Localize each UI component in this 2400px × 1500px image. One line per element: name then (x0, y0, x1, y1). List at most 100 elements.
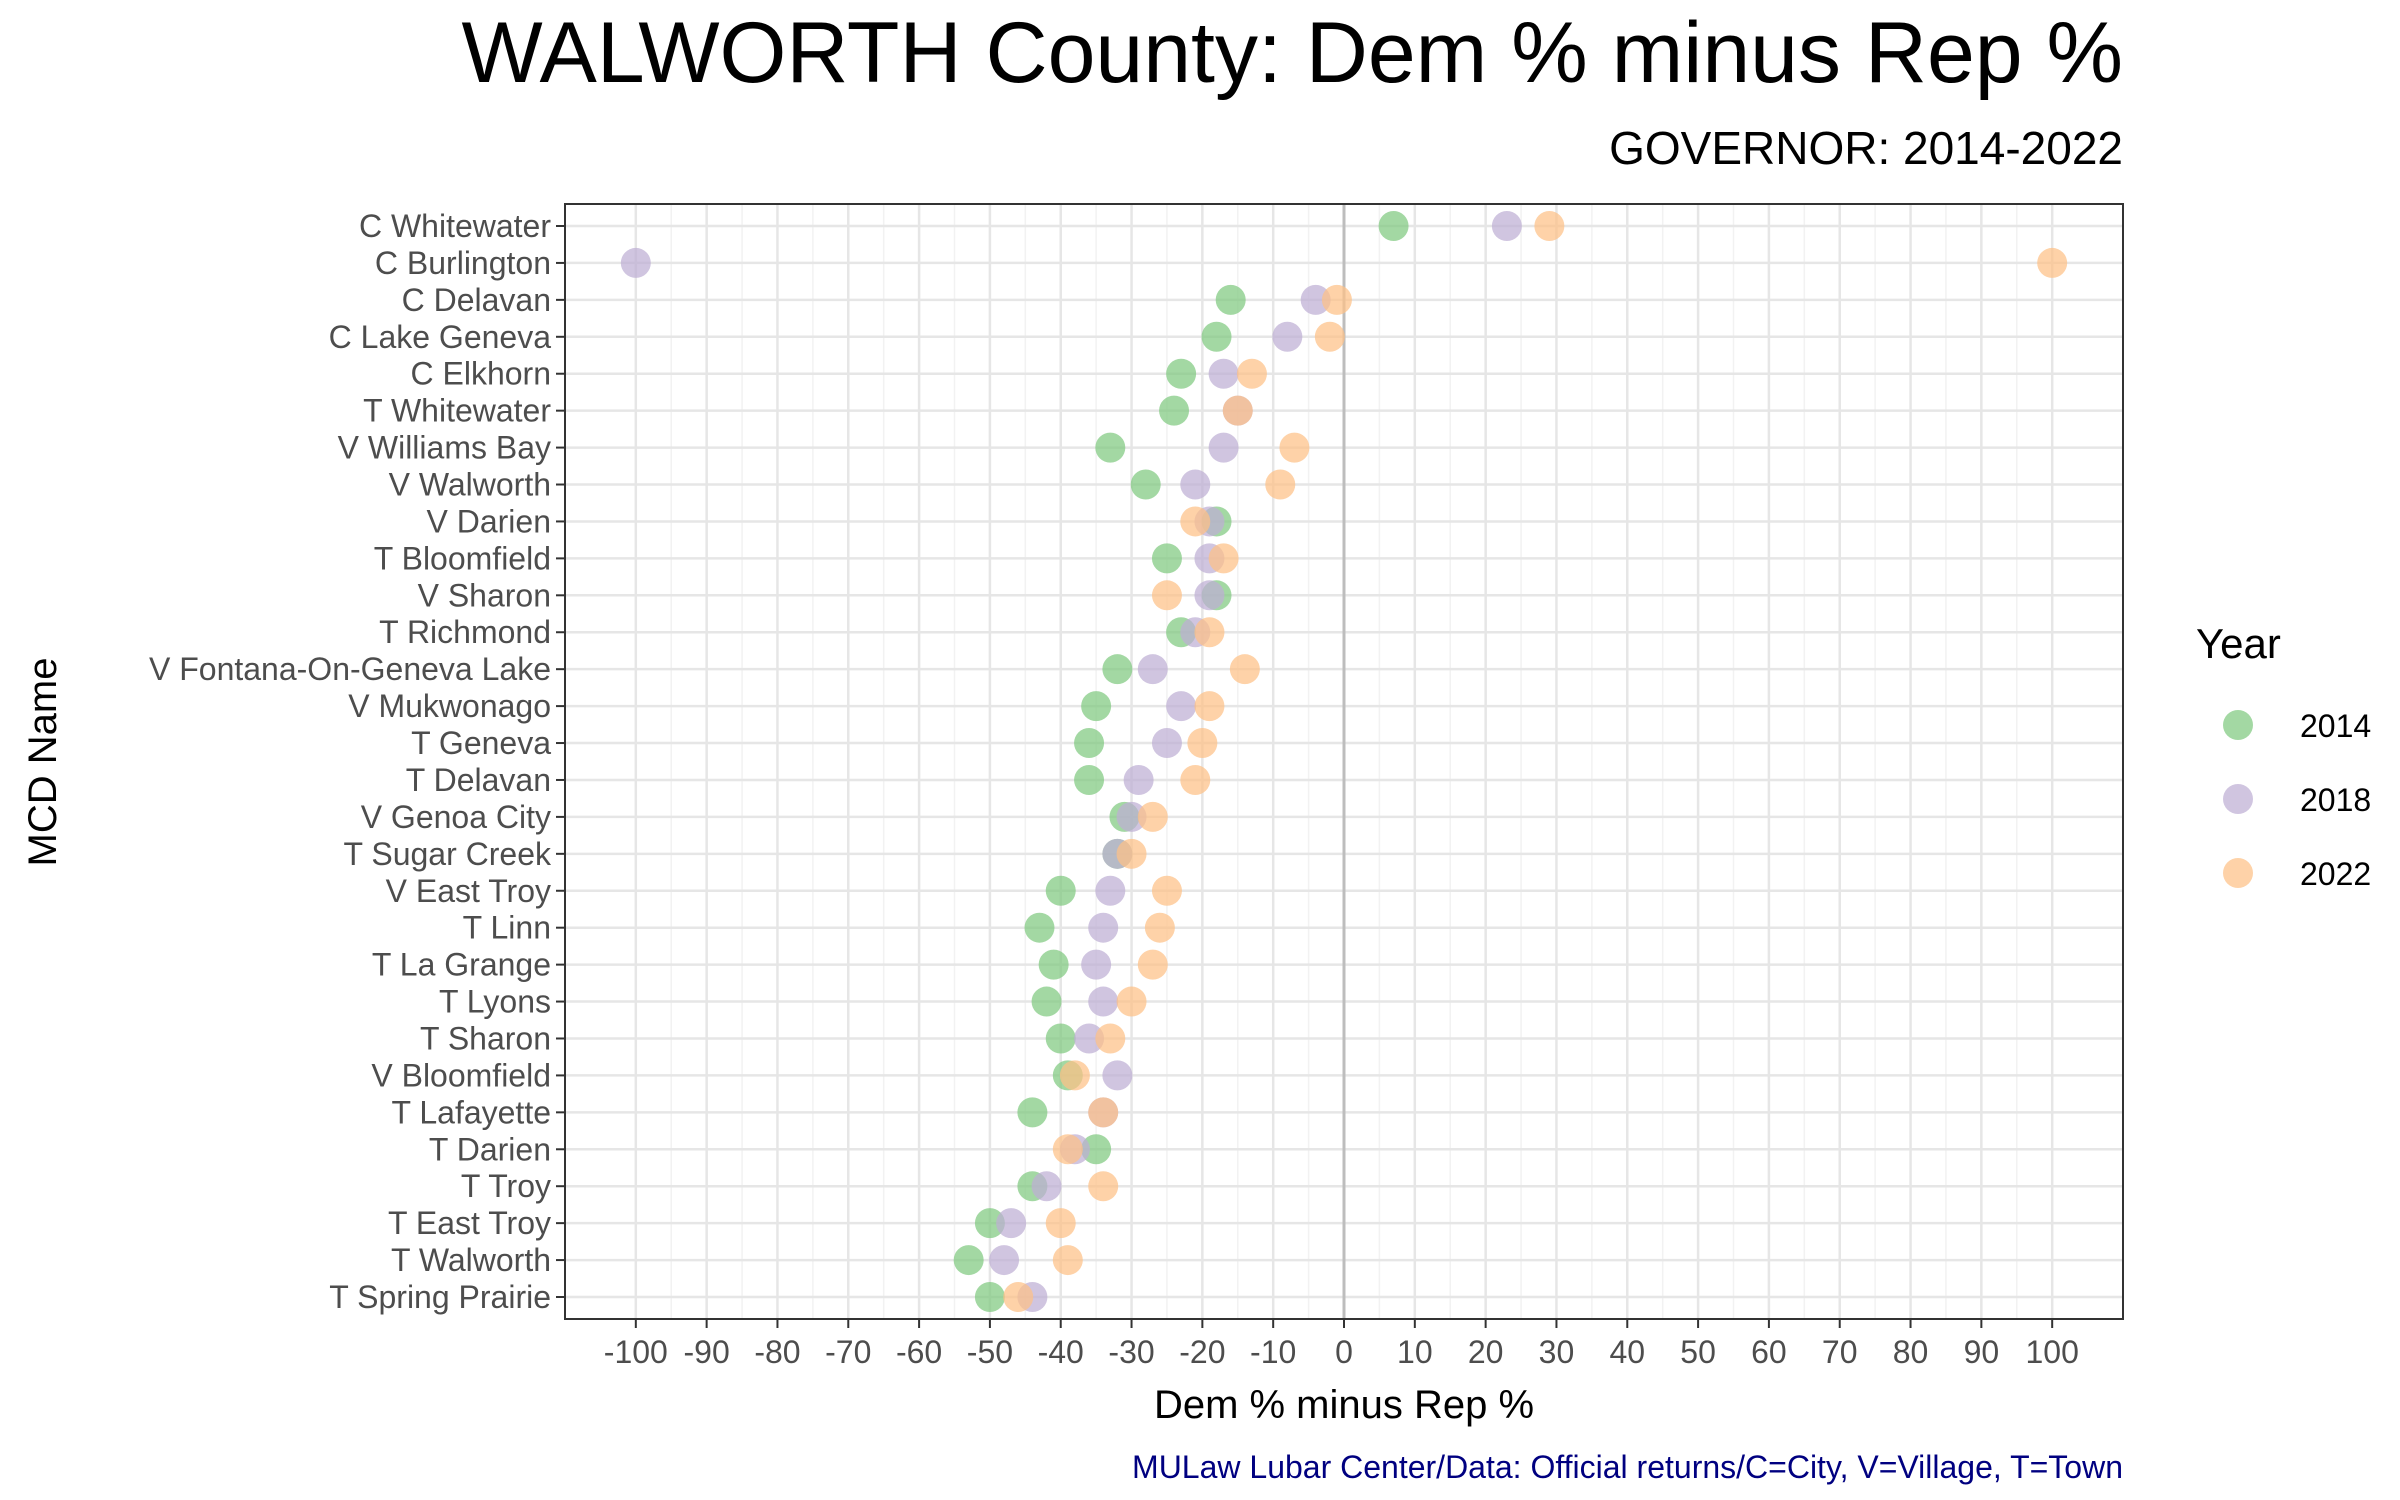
x-tick-label: 70 (1822, 1334, 1858, 1370)
data-point-2018 (1166, 691, 1197, 722)
data-point-2014 (1024, 912, 1055, 943)
data-point-2014 (1031, 986, 1062, 1017)
data-point-2014 (1081, 691, 1112, 722)
legend-key-2018 (2223, 784, 2253, 814)
data-point-2014 (1166, 358, 1197, 389)
data-point-2014 (953, 1245, 984, 1276)
data-point-2022 (1194, 617, 1225, 648)
data-point-2018 (1095, 875, 1126, 906)
x-tick-label: 40 (1609, 1334, 1645, 1370)
data-point-2022 (1180, 506, 1211, 537)
data-point-2022 (1534, 211, 1565, 241)
data-point-2018 (1074, 1023, 1105, 1054)
x-tick-label: -100 (604, 1334, 668, 1370)
y-tick-label: T Sharon (420, 1020, 551, 1056)
data-point-2022 (1095, 1023, 1126, 1054)
data-point-2018 (996, 1208, 1027, 1239)
y-tick-label: C Whitewater (359, 208, 551, 244)
y-tick-label: T Delavan (406, 762, 551, 798)
data-point-2022 (1144, 912, 1175, 943)
x-tick-label: 10 (1397, 1334, 1433, 1370)
data-point-2014 (1081, 1134, 1112, 1165)
x-tick-label: -70 (825, 1334, 871, 1370)
data-point-2022 (1236, 358, 1267, 389)
data-point-2018 (1208, 358, 1239, 389)
x-tick-label: -30 (1108, 1334, 1154, 1370)
data-point-2014 (974, 1208, 1005, 1239)
x-tick-label: 60 (1751, 1334, 1787, 1370)
data-point-2022 (1151, 875, 1182, 906)
data-point-2022 (1279, 432, 1310, 463)
legend-key-2014 (2223, 710, 2253, 740)
x-tick-label: 100 (2025, 1334, 2078, 1370)
y-axis-label: MCD Name (21, 658, 65, 867)
x-tick-label: -90 (684, 1334, 730, 1370)
data-point-2018 (1116, 801, 1147, 832)
chart-caption: MULaw Lubar Center/Data: Official return… (1132, 1449, 2123, 1485)
data-point-2018 (989, 1245, 1020, 1276)
data-point-2014 (1038, 949, 1069, 980)
data-point-2018 (1137, 654, 1168, 685)
data-point-2014 (1201, 321, 1232, 352)
data-point-2022 (1314, 321, 1345, 352)
data-point-2022 (1059, 1060, 1090, 1091)
x-tick-label: -80 (754, 1334, 800, 1370)
y-tick-label: T Richmond (379, 614, 551, 650)
x-tick-label: 50 (1680, 1334, 1716, 1370)
data-point-2018 (1491, 211, 1522, 241)
y-tick-label: T Linn (463, 910, 551, 946)
legend-key-2022 (2223, 858, 2253, 888)
y-tick-label: T Darien (429, 1131, 551, 1167)
legend-title: Year (2196, 620, 2281, 667)
data-point-2014 (1017, 1097, 1048, 1128)
data-point-2014 (1130, 469, 1161, 500)
y-tick-label: T Lyons (439, 984, 551, 1020)
y-tick-label: V Williams Bay (338, 430, 551, 466)
data-point-2018 (1208, 432, 1239, 463)
data-point-2022 (1151, 580, 1182, 611)
y-tick-label: V Bloomfield (371, 1057, 551, 1093)
data-point-2018 (1081, 949, 1112, 980)
legend-label-2018: 2018 (2300, 782, 2371, 818)
data-point-2022 (1137, 949, 1168, 980)
data-point-2014 (1045, 875, 1076, 906)
data-point-2022 (1088, 1171, 1119, 1202)
data-point-2022 (1321, 284, 1352, 315)
legend: Year 2014 2018 2022 (2196, 620, 2371, 892)
data-point-2014 (1045, 1023, 1076, 1054)
y-tick-label: V Sharon (418, 577, 551, 613)
y-tick-label: T Geneva (411, 725, 551, 761)
y-tick-label: T Lafayette (391, 1094, 551, 1130)
x-tick-label: -10 (1250, 1334, 1296, 1370)
x-tick-label: -50 (967, 1334, 1013, 1370)
data-point-2022 (1088, 1097, 1119, 1128)
legend-label-2022: 2022 (2300, 856, 2371, 892)
x-tick-label: 90 (1964, 1334, 2000, 1370)
x-axis-label: Dem % minus Rep % (1154, 1383, 1534, 1427)
data-point-2022 (1137, 801, 1168, 832)
y-tick-label: T Whitewater (363, 393, 551, 429)
x-tick-label: 80 (1893, 1334, 1929, 1370)
data-point-2018 (1088, 986, 1119, 1017)
data-point-2022 (1208, 543, 1239, 574)
y-tick-label: V Darien (427, 503, 552, 539)
data-point-2022 (1229, 654, 1260, 685)
x-tick-label: -40 (1038, 1334, 1084, 1370)
data-point-2018 (1123, 764, 1154, 795)
data-point-2022 (1187, 728, 1218, 759)
y-tick-label: T Walworth (391, 1242, 551, 1278)
y-tick-label: T Bloomfield (374, 540, 551, 576)
data-point-2022 (1052, 1245, 1083, 1276)
x-axis: -100 -90 -80 -70 -60 -50 -40 -30 -20 -10 0 10 20 30 40… (604, 1319, 2079, 1370)
x-tick-label: -60 (896, 1334, 942, 1370)
data-point-2014 (1159, 395, 1190, 426)
x-tick-label: 0 (1335, 1334, 1353, 1370)
data-point-2014 (1378, 211, 1409, 241)
data-point-2014 (1151, 543, 1182, 574)
data-point-2014 (1102, 654, 1133, 685)
data-point-2018 (1300, 284, 1331, 315)
y-tick-label: T Sugar Creek (344, 836, 553, 872)
y-tick-label: C Burlington (375, 245, 551, 281)
